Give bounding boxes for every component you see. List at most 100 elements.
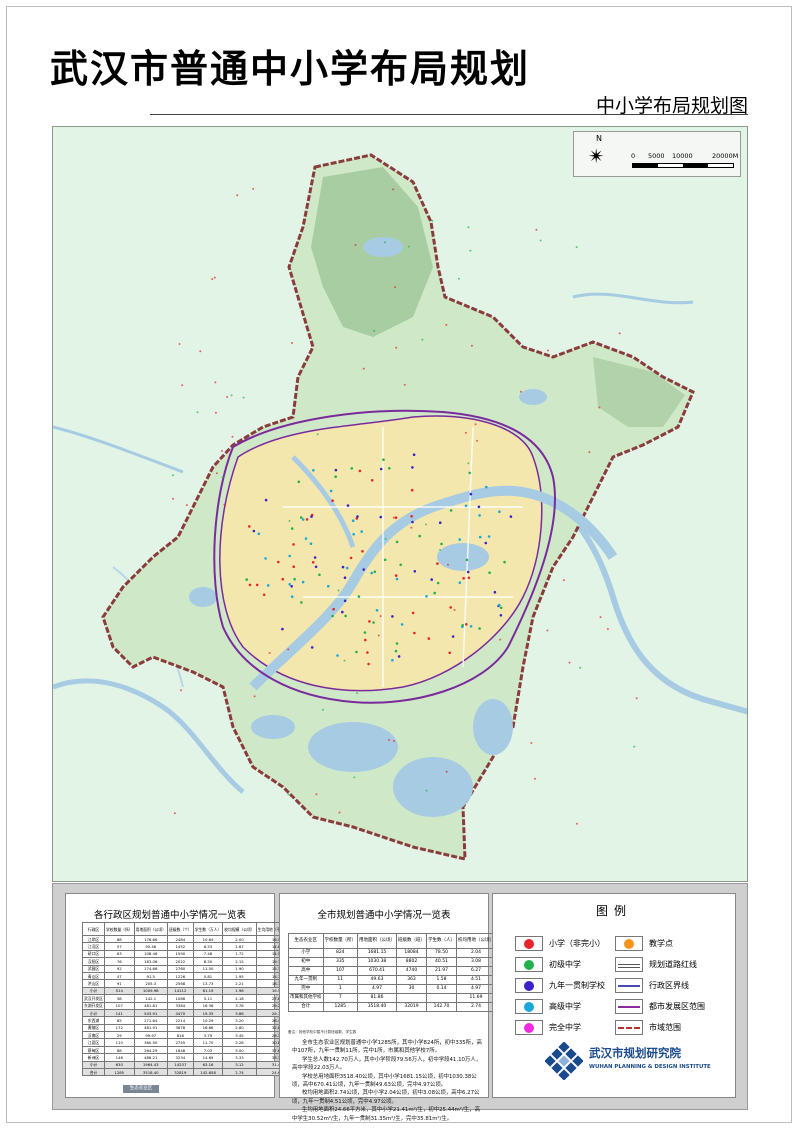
school-marker [370,479,374,482]
district-table-cell: 汉南区 [82,1031,105,1040]
map-panel[interactable]: N ✴ 0 5000 10000 20000M [52,126,748,882]
district-table-row: 小计 141 543.91 4470 19.35 3.86 28.10 [82,1008,299,1018]
school-marker [253,695,256,698]
district-table-row: 硚口区 63 108.46 1590 7.48 1.72 14.50 [82,949,299,959]
citywide-table-cell [396,993,427,1003]
school-marker [236,194,239,197]
school-marker [327,584,330,588]
district-table-cell: 38 [103,994,135,1003]
school-marker [214,381,217,384]
school-marker [413,570,417,573]
legend-swatch [615,936,643,951]
school-marker [305,518,309,521]
school-marker [361,550,364,553]
school-marker [431,219,434,222]
legend-label: 高级中学 [549,1002,581,1011]
school-marker [633,745,636,748]
school-marker [391,658,394,662]
citywide-table-cell: 4740 [396,966,427,976]
scale-box: N ✴ 0 5000 10000 20000M [573,131,741,177]
school-marker [470,344,473,347]
legend-dot-icon [624,939,634,949]
school-marker [425,789,428,792]
scale-label-0: 0 [631,152,636,160]
school-marker [281,627,284,631]
school-marker [547,349,549,352]
school-marker [301,518,305,521]
map-canvas[interactable] [53,127,748,882]
school-marker [384,537,387,540]
citywide-table-cell: 4.97 [357,984,397,994]
citywide-table-cell: 1681.15 [357,948,397,958]
school-marker [462,577,465,580]
school-marker [392,516,395,519]
school-marker [575,246,578,249]
district-table-row: 合计 1285 3518.40 32819 142.658 2.74 24.66 [82,1068,299,1077]
district-table-cell: 88 [103,934,135,944]
district-table-cell: 16.36 [192,1001,224,1010]
legend-dot-icon [524,939,534,949]
school-marker [598,406,601,409]
citywide-table-cell: 2.74 [456,1002,496,1012]
school-marker [257,532,261,536]
school-marker [343,576,347,579]
school-marker [469,492,473,496]
han-river [291,455,356,548]
school-marker [220,450,223,452]
school-marker [367,662,370,666]
school-marker [618,332,621,335]
urban-development-area[interactable] [219,415,543,692]
school-marker [364,638,367,642]
school-marker [546,629,549,632]
legend-swatch [515,1020,543,1035]
school-marker [322,708,324,711]
school-marker [288,583,291,586]
district-table-cell: 东湖开发区 [82,1001,105,1010]
citywide-table-title: 全市规划普通中小学情况一览表 [317,910,451,921]
school-marker [252,529,256,533]
legend-label: 初级中学 [549,960,581,969]
district-table-title: 各行政区规划普通中小学情况一览表 [93,910,246,921]
school-marker [213,276,216,279]
school-marker [375,609,379,612]
citywide-table-cell: 3.08 [456,957,496,967]
district-table-cell: 264.29 [133,1045,168,1055]
school-marker [400,623,404,626]
school-marker [440,542,443,546]
citywide-table-cell: 142.70 [426,1002,457,1012]
school-marker [336,654,339,657]
school-marker [509,515,513,518]
school-marker [469,249,472,252]
citywide-table-cell: 32019 [396,1002,427,1012]
district-table-cell: 2484 [166,934,194,944]
school-marker [388,467,391,470]
school-marker [343,599,347,603]
citywide-table-header: 校均用地（公顷） [456,933,496,949]
southern-lake-4 [473,699,513,755]
district-table-cell: 107 [103,1001,135,1010]
school-marker [410,488,414,492]
map-subtitle: 中小学布局规划图 [595,95,748,117]
school-marker [377,634,380,637]
district-table-cell: 1086 [166,994,194,1003]
district-table-cell: 3384 [166,1001,194,1010]
school-marker [461,624,465,627]
district-table-cell: 11.70 [192,1038,224,1047]
citywide-table-cell: 初中 [288,957,324,967]
school-marker [579,666,582,669]
district-table-cell: 7.48 [192,949,224,959]
district-table-header: 用地面积（公顷） [133,922,168,936]
citywide-table-cell: 40.51 [426,957,457,967]
school-marker [395,577,399,581]
school-marker [356,692,359,695]
district-table-cell: 486.21 [133,1053,168,1062]
school-marker [344,614,347,618]
school-marker [362,367,365,370]
citywide-table-cell: 1030.38 [357,957,397,967]
legend-line-icon [618,964,640,968]
school-marker [373,570,377,574]
school-marker [288,554,291,558]
district-table-row: 新洲区 146 486.21 3234 14.69 3.33 33.10 [82,1053,299,1062]
citywide-table-cell: 78.50 [426,948,457,958]
district-table-row: 汉阳区 76 163.06 2022 8.50 2.15 19.19 [82,957,299,966]
